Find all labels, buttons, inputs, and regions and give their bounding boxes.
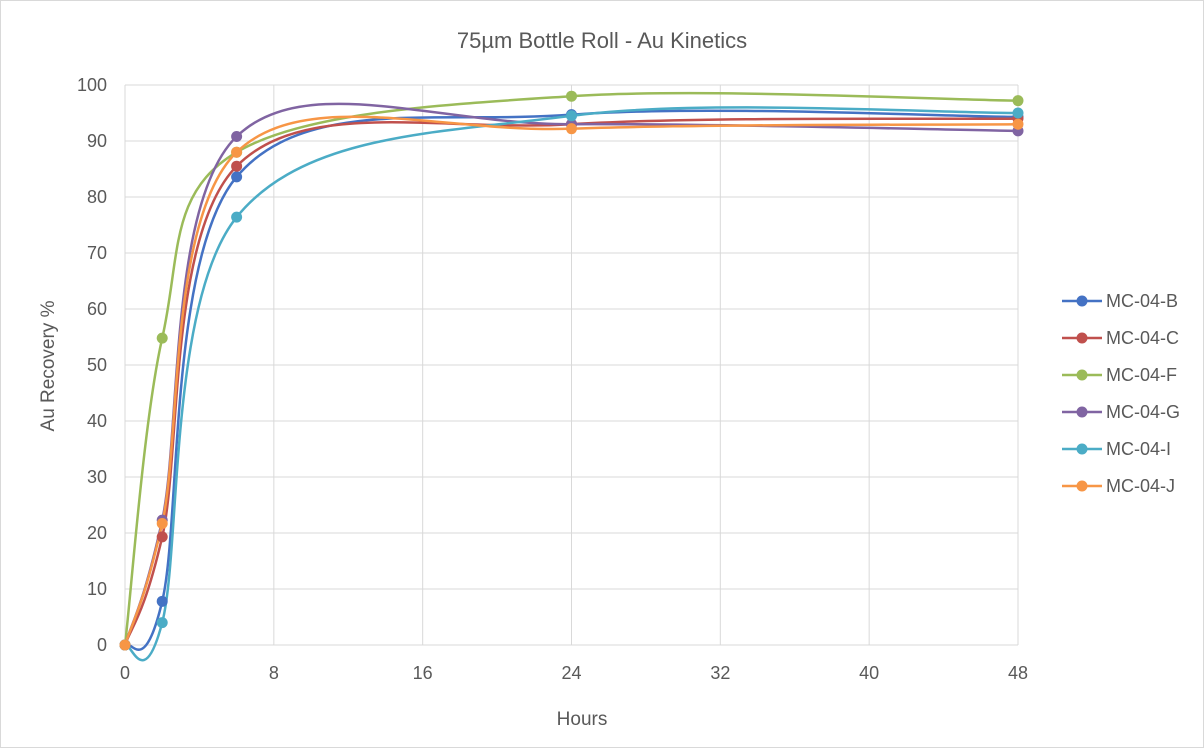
data-point-mc-04-f [156, 332, 168, 344]
legend-label-mc-04-i: MC-04-I [1106, 439, 1171, 459]
legend: MC-04-B MC-04-C MC-04-F MC-04-G MC-04-I MC-04… [1062, 291, 1180, 496]
legend-marker-mc-04-b [1076, 295, 1088, 307]
data-point-mc-04-f [566, 90, 577, 102]
data-point-mc-04-i [566, 110, 577, 122]
legend-label-mc-04-j: MC-04-J [1106, 476, 1175, 496]
data-point-mc-04-j [156, 517, 168, 529]
data-point-mc-04-f [1012, 95, 1024, 107]
data-point-mc-04-i [1012, 107, 1024, 119]
y-axis-title: Au Recovery % [38, 300, 59, 431]
data-point-mc-04-j [119, 639, 131, 651]
legend-marker-mc-04-g [1076, 406, 1088, 418]
data-point-mc-04-b [156, 595, 168, 607]
legend-label-mc-04-b: MC-04-B [1106, 291, 1178, 311]
y-tick-label: 20 [87, 523, 107, 543]
legend-marker-mc-04-j [1076, 480, 1088, 492]
legend-marker-mc-04-i [1076, 443, 1088, 455]
y-tick-label: 10 [87, 579, 107, 599]
legend-label-mc-04-c: MC-04-C [1106, 328, 1179, 348]
x-tick-label: 24 [561, 663, 581, 683]
y-tick-label: 50 [87, 355, 107, 375]
data-point-mc-04-g [231, 131, 243, 143]
data-point-mc-04-j [231, 146, 243, 158]
x-tick-label: 0 [120, 663, 130, 683]
x-tick-label: 32 [710, 663, 730, 683]
x-tick-label: 16 [413, 663, 433, 683]
x-tick-label: 48 [1008, 663, 1028, 683]
data-point-mc-04-b [231, 171, 243, 183]
y-tick-label: 30 [87, 467, 107, 487]
legend-marker-mc-04-c [1076, 332, 1088, 344]
y-tick-label: 90 [87, 131, 107, 151]
data-point-mc-04-j [1012, 118, 1024, 130]
y-tick-label: 40 [87, 411, 107, 431]
gridlines [124, 84, 1019, 646]
data-point-mc-04-i [156, 617, 168, 629]
y-axis-ticks: 0 10 20 30 40 50 60 70 80 90 100 [77, 75, 107, 655]
data-point-mc-04-c [156, 531, 168, 543]
series-line-mc-04-f [123, 91, 1019, 646]
y-tick-label: 80 [87, 187, 107, 207]
data-point-mc-04-j [566, 123, 577, 135]
x-axis-title: Hours [557, 709, 608, 730]
y-tick-label: 70 [87, 243, 107, 263]
x-tick-label: 40 [859, 663, 879, 683]
x-axis-ticks: 0 8 16 24 32 40 48 [120, 663, 1028, 683]
chart-title: 75µm Bottle Roll - Au Kinetics [457, 28, 747, 53]
data-point-mc-04-i [231, 211, 243, 223]
x-tick-label: 8 [269, 663, 279, 683]
data-point-mc-04-c [231, 160, 243, 172]
legend-label-mc-04-f: MC-04-F [1106, 365, 1177, 385]
y-tick-label: 100 [77, 75, 107, 95]
y-tick-label: 60 [87, 299, 107, 319]
series-points [119, 90, 1024, 651]
y-tick-label: 0 [97, 635, 107, 655]
legend-marker-mc-04-f [1076, 369, 1088, 381]
legend-label-mc-04-g: MC-04-G [1106, 402, 1180, 422]
